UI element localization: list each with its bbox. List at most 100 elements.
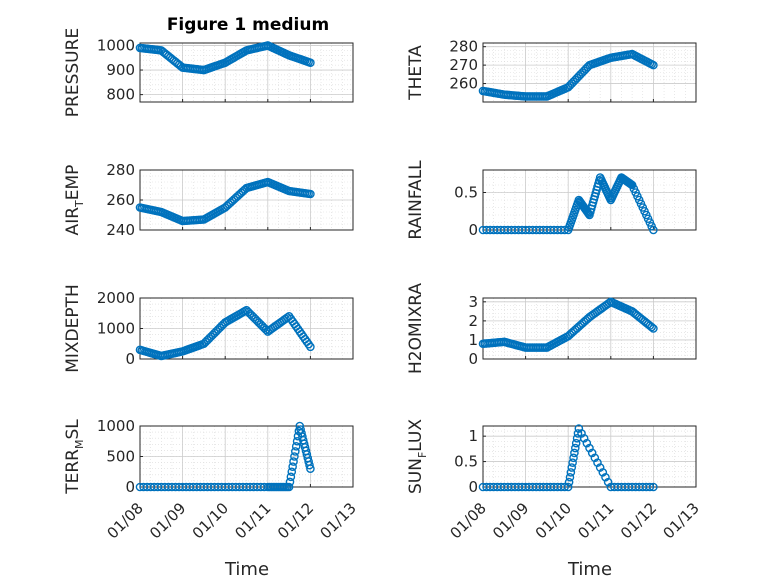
data-point (593, 458, 602, 467)
y-tick-label: 1000 (97, 417, 135, 435)
data-point (645, 482, 655, 492)
x-tick-label: 01/09 (489, 499, 532, 542)
y-tick-label: 2 (468, 312, 478, 330)
y-tick-label: 260 (106, 191, 135, 209)
data-point (292, 436, 302, 446)
data-point (290, 452, 299, 461)
y-tick-label: 270 (449, 56, 478, 74)
x-tick-label: 01/10 (532, 499, 575, 542)
y-axis-label: MIXDEPTH (63, 284, 83, 373)
y-axis-label: SUNFLUX (406, 419, 429, 494)
y-axis-label: AIRTEMP (63, 165, 86, 236)
data-point (305, 460, 314, 470)
y-tick-label: 0 (125, 478, 135, 496)
y-tick-label: 0 (468, 478, 478, 496)
data-point (563, 482, 573, 492)
y-tick-label: 0 (468, 221, 478, 239)
data-point (564, 477, 574, 487)
y-tick-label: 2000 (97, 289, 135, 307)
data-point (569, 453, 578, 463)
y-tick-label: 280 (449, 38, 478, 56)
data-point (584, 209, 593, 219)
data-point (649, 225, 658, 235)
data-point (571, 443, 580, 453)
data-point (567, 463, 577, 472)
data-point (306, 342, 315, 352)
y-tick-label: 1 (468, 427, 478, 445)
data-point (285, 477, 295, 487)
y-axis-label: THETA (406, 45, 426, 101)
data-point (565, 472, 575, 482)
y-tick-label: 260 (449, 75, 478, 93)
axes-box (482, 297, 697, 360)
panel-air-temp: 280 260 240 AIRTEMP (63, 161, 354, 239)
data-point (649, 60, 658, 70)
y-tick-label: 1000 (97, 36, 135, 54)
data-point (306, 464, 315, 474)
data-point (291, 447, 300, 456)
x-tick-label: 01/08 (104, 499, 147, 542)
panel-pressure: 1000 900 800 PRESSURE (63, 28, 354, 117)
data-point (291, 442, 301, 451)
data-point (598, 468, 608, 477)
x-tick-label: 01/13 (317, 499, 360, 542)
y-axis-label: H2OMIXRA (406, 283, 426, 374)
data-point (582, 438, 592, 448)
data-point (579, 433, 589, 443)
y-axis-label: TERRMSL (63, 419, 86, 495)
data-point (570, 448, 579, 458)
x-axis-label-right: Time (567, 559, 612, 580)
data-point (573, 429, 583, 438)
panel-terr-msl: 1000 500 0 01/08 01/09 01/10 01/11 01/12 01/13 TE… (63, 417, 360, 542)
y-tick-label: 0.5 (454, 453, 478, 471)
data-point (649, 324, 658, 333)
y-tick-label: 900 (106, 61, 135, 79)
x-tick-label: 01/12 (274, 499, 317, 542)
y-tick-label: 280 (106, 161, 135, 179)
x-tick-label: 01/11 (231, 499, 274, 542)
axes-box (139, 42, 354, 103)
x-axis-label-left: Time (224, 559, 269, 580)
x-tick-label: 01/10 (189, 499, 232, 542)
figure-title: Figure 1 medium (167, 15, 329, 35)
x-tick-label: 01/08 (447, 499, 490, 542)
data-point (571, 438, 581, 448)
y-tick-label: 0 (125, 350, 135, 368)
y-tick-label: 800 (106, 86, 135, 104)
x-tick-label: 01/13 (660, 499, 703, 542)
data-point (601, 472, 610, 482)
data-point (577, 429, 586, 438)
data-point (566, 468, 576, 477)
data-point (289, 457, 298, 466)
data-point (590, 453, 600, 463)
data-point (587, 448, 597, 458)
y-tick-label: 0.5 (454, 184, 478, 202)
data-point (286, 472, 296, 482)
axes-box (482, 425, 697, 488)
y-tick-label: 0 (468, 350, 478, 368)
x-tick-label: 01/11 (574, 499, 617, 542)
panel-sun-flux: 1 0.5 0 01/08 01/09 01/10 01/11 01/12 01/13 SUNFL… (406, 419, 703, 543)
panel-rainfall: 0.5 0 RAINFALL (406, 160, 697, 240)
data-point (574, 424, 584, 433)
data-point (560, 225, 569, 235)
data-point (560, 482, 569, 492)
panel-mixdepth: 2000 1000 0 MIXDEPTH (63, 284, 354, 373)
data-point (306, 58, 315, 67)
y-tick-label: 240 (106, 221, 135, 239)
data-point (595, 463, 605, 472)
y-axis-label: RAINFALL (406, 160, 426, 240)
x-tick-label: 01/09 (146, 499, 189, 542)
data-point (647, 322, 656, 332)
y-tick-label: 500 (106, 448, 135, 466)
x-tick-label: 01/12 (617, 499, 660, 542)
data-point (585, 443, 594, 453)
data-point (306, 189, 315, 199)
data-point (603, 477, 613, 487)
y-tick-label: 1 (468, 331, 478, 349)
data-point (284, 482, 294, 492)
data-point (649, 482, 658, 492)
